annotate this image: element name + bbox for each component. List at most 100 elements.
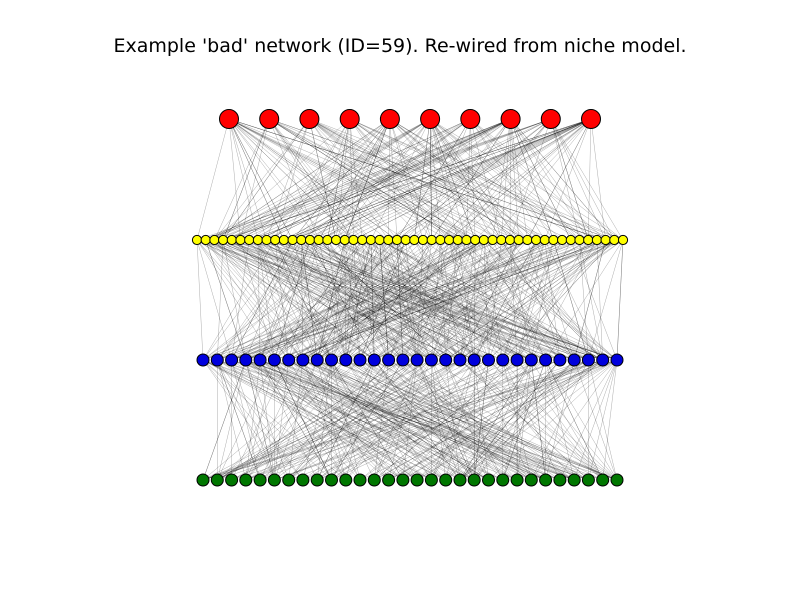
edge: [317, 239, 476, 361]
edge: [396, 239, 418, 361]
edge: [288, 359, 389, 481]
edge: [331, 239, 511, 361]
edge: [502, 359, 532, 481]
edge: [509, 118, 511, 241]
edge: [292, 239, 589, 361]
edge: [473, 359, 489, 481]
edge: [245, 239, 293, 361]
edge: [231, 359, 275, 481]
edge: [245, 359, 461, 481]
edge: [269, 118, 476, 241]
node-upper-middle-42: [557, 234, 568, 246]
edge: [196, 239, 304, 361]
edge: [205, 239, 461, 361]
node-upper-middle-31: [461, 234, 472, 246]
edge: [245, 359, 275, 481]
edge: [473, 359, 489, 481]
edge: [288, 359, 418, 481]
edge: [266, 239, 446, 361]
edge: [509, 239, 603, 361]
edge: [223, 118, 551, 241]
edge: [389, 118, 424, 241]
edge: [205, 239, 375, 361]
node-upper-middle-34: [487, 234, 498, 246]
edge: [483, 239, 504, 361]
node-lower-middle-6: [282, 353, 296, 367]
edge: [245, 239, 485, 361]
edge: [483, 239, 489, 361]
edge: [459, 239, 624, 361]
edge: [349, 118, 624, 241]
edge: [317, 359, 518, 481]
edge: [359, 359, 432, 481]
node-top-5: [420, 109, 441, 129]
edge: [202, 359, 446, 481]
edge: [388, 359, 618, 481]
edge: [292, 239, 489, 361]
edge: [309, 118, 424, 241]
node-bottom-28: [596, 473, 610, 487]
edge: [196, 239, 461, 361]
edge: [240, 239, 275, 361]
edge: [202, 359, 589, 481]
edge: [318, 118, 592, 241]
edge: [510, 118, 519, 241]
edge: [416, 359, 618, 481]
edge: [274, 359, 347, 481]
edge: [388, 239, 441, 361]
edge: [345, 359, 532, 481]
edge: [502, 359, 561, 481]
edge: [510, 118, 615, 241]
edge: [531, 359, 603, 481]
edge: [202, 359, 618, 481]
edge: [416, 359, 461, 481]
edge: [214, 239, 518, 361]
node-upper-middle-6: [244, 234, 255, 246]
edge: [231, 239, 467, 361]
edge: [316, 359, 332, 481]
edge: [266, 118, 511, 241]
edge: [202, 359, 546, 481]
edge: [396, 118, 551, 241]
edge: [214, 118, 551, 241]
edge: [374, 359, 475, 481]
node-lower-middle-22: [510, 353, 524, 367]
edge: [196, 239, 575, 361]
node-upper-middle-17: [339, 234, 350, 246]
edge: [550, 118, 615, 241]
edge: [318, 239, 446, 361]
edge: [516, 359, 618, 481]
edge: [502, 239, 615, 361]
edge: [302, 359, 589, 481]
edge: [488, 359, 618, 481]
edge: [318, 239, 446, 361]
edge: [431, 359, 504, 481]
edge: [429, 118, 432, 241]
edge: [331, 359, 618, 481]
edge: [259, 359, 347, 481]
edge: [283, 239, 589, 361]
edge: [349, 118, 528, 241]
edge: [473, 239, 537, 361]
edge: [292, 118, 592, 241]
edge: [269, 118, 458, 241]
edge: [259, 359, 404, 481]
edge: [202, 359, 518, 481]
edge: [202, 359, 532, 481]
edge: [274, 239, 363, 361]
edge: [431, 239, 615, 361]
edge: [344, 239, 361, 361]
edge: [223, 239, 532, 361]
edge: [396, 239, 446, 361]
edge: [248, 239, 332, 361]
edge: [345, 359, 418, 481]
edge: [388, 118, 391, 241]
edge: [502, 359, 532, 481]
edge: [531, 359, 589, 481]
node-bottom-16: [424, 473, 438, 487]
edge: [379, 239, 432, 361]
edge: [459, 359, 618, 481]
edge: [345, 359, 532, 481]
edge: [269, 118, 493, 241]
edge: [389, 118, 432, 241]
